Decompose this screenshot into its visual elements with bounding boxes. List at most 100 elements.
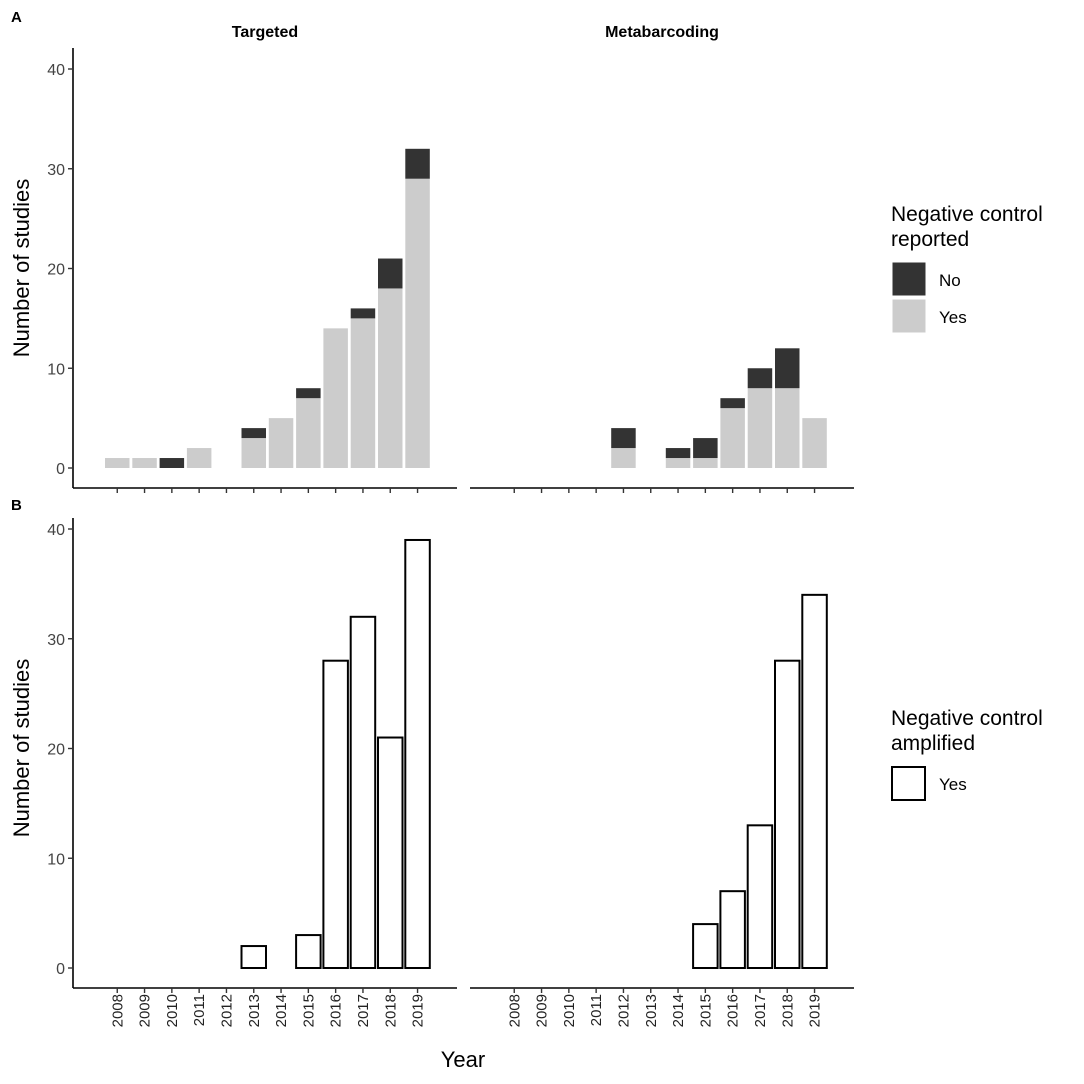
bar-yes-2017 — [350, 318, 376, 468]
bar-amplified-2017 — [349, 615, 377, 969]
bar-yes-2011 — [186, 448, 212, 468]
x-axis-title: Year — [441, 1047, 485, 1072]
bar-yes-2017 — [747, 388, 773, 468]
y-tick-label: 40 — [47, 62, 65, 79]
facet-metabarcoding: 2008 2009 2010 2011 2012 2013 2014 2015 2016 2017… — [470, 593, 854, 1027]
bar-no-2015 — [296, 388, 321, 399]
bar-yes-2019 — [405, 178, 430, 468]
x-tick-label: 2008 — [506, 994, 523, 1027]
facet-title-metabarcoding: Metabarcoding — [605, 24, 719, 41]
x-tick-label: 2010 — [164, 994, 181, 1027]
bar-no-2014 — [665, 448, 691, 459]
x-tick-label: 2015 — [300, 994, 317, 1027]
x-tick-label: 2011 — [588, 994, 605, 1026]
panel-a-y-axis-title: Number of studies — [9, 179, 34, 358]
bar-yes-2008 — [105, 458, 130, 468]
bar-amplified-2015 — [295, 934, 322, 970]
x-tick-label: 2019 — [807, 994, 824, 1027]
legend-key-amplified-yes — [891, 766, 926, 801]
bar-yes-2013 — [241, 438, 266, 468]
legend-reported-title-line-1: Negative control — [891, 203, 1043, 226]
bar-amplified-2018 — [377, 736, 404, 970]
bar-no-2018 — [378, 258, 403, 289]
y-tick-label: 20 — [47, 742, 65, 759]
x-tick-label: 2018 — [779, 994, 796, 1027]
panel-a-label: A — [11, 9, 22, 26]
y-tick-label: 20 — [47, 262, 65, 279]
bar-yes-2015 — [693, 458, 718, 468]
facet-title-targeted: Targeted — [232, 24, 298, 41]
bar-amplified-2016 — [719, 890, 746, 969]
bar-yes-2016 — [323, 328, 348, 468]
bar-yes-2014 — [665, 458, 691, 468]
legend-reported: Negative control reported No Yes — [891, 203, 1043, 334]
facet-targeted: 0 10 20 30 40 2008 2009 2010 2011 2012 2013 2014 201… — [47, 518, 457, 1027]
bar-no-2019 — [405, 148, 430, 179]
panel-a-plot: 0 10 20 30 40 — [47, 48, 854, 493]
legend-key-no — [891, 261, 927, 297]
x-tick-label: 2014 — [273, 994, 290, 1027]
bar-yes-2009 — [132, 458, 157, 468]
y-tick-label: 10 — [47, 851, 65, 868]
panel-b-label: B — [11, 497, 22, 514]
bar-yes-2018 — [378, 288, 403, 468]
bar-no-2018 — [775, 348, 800, 389]
x-tick-label: 2018 — [382, 994, 399, 1027]
y-tick-label: 30 — [47, 632, 65, 649]
x-tick-label: 2016 — [725, 994, 742, 1027]
y-tick-label: 0 — [56, 461, 65, 478]
x-tick-label: 2008 — [109, 994, 126, 1027]
bar-amplified-2017 — [746, 824, 774, 970]
bar-amplified-2016 — [322, 659, 349, 969]
x-tick-label: 2017 — [752, 994, 769, 1027]
x-tick-label: 2017 — [355, 994, 372, 1027]
x-tick-label: 2012 — [615, 994, 632, 1027]
x-tick-label: 2015 — [697, 994, 714, 1027]
facet-metabarcoding — [470, 348, 854, 493]
legend-label-yes: Yes — [939, 308, 967, 327]
legend-amplified-title-line-2: amplified — [891, 732, 975, 755]
bar-amplified-2015 — [692, 923, 719, 969]
bar-no-2017 — [747, 368, 773, 389]
x-tick-label: 2009 — [137, 994, 154, 1027]
bar-yes-2015 — [296, 398, 321, 468]
facet-targeted: 0 10 20 30 40 — [47, 48, 457, 493]
legend-label-amplified-yes: Yes — [939, 775, 967, 794]
panel-b-plot: 0 10 20 30 40 2008 2009 2010 2011 2012 2013 2014 201… — [47, 518, 854, 1027]
x-tick-label: 2013 — [246, 994, 263, 1027]
x-tick-label: 2010 — [561, 994, 578, 1027]
bar-yes-2016 — [720, 408, 745, 468]
legend-key-yes — [891, 298, 927, 334]
bar-amplified-2018 — [774, 659, 801, 969]
y-tick-label: 30 — [47, 162, 65, 179]
bar-amplified-2019 — [801, 593, 828, 969]
x-tick-label: 2016 — [328, 994, 345, 1027]
bar-yes-2018 — [775, 388, 800, 468]
legend-reported-title-line-2: reported — [891, 228, 969, 251]
x-tick-label: 2014 — [670, 994, 687, 1027]
x-tick-label: 2019 — [410, 994, 427, 1027]
bar-no-2016 — [720, 398, 745, 409]
legend-amplified: Negative control amplified Yes — [891, 707, 1043, 801]
bar-no-2012 — [611, 428, 636, 449]
x-tick-label: 2012 — [218, 994, 235, 1027]
bar-yes-2012 — [611, 448, 636, 468]
bar-yes-2019 — [802, 418, 827, 468]
legend-label-no: No — [939, 271, 961, 290]
y-tick-label: 0 — [56, 961, 65, 978]
panel-b-y-axis-title: Number of studies — [9, 659, 34, 838]
legend-amplified-title-line-1: Negative control — [891, 707, 1043, 730]
bar-amplified-2019 — [404, 538, 431, 969]
bar-no-2017 — [350, 308, 376, 319]
bar-no-2013 — [241, 428, 266, 439]
bar-amplified-2013 — [240, 945, 267, 969]
y-tick-label: 40 — [47, 522, 65, 539]
bar-yes-2014 — [268, 418, 294, 468]
bar-no-2010 — [159, 458, 185, 468]
bar-no-2015 — [693, 438, 718, 459]
x-tick-label: 2009 — [534, 994, 551, 1027]
x-tick-label: 2013 — [643, 994, 660, 1027]
x-tick-label: 2011 — [191, 994, 208, 1026]
